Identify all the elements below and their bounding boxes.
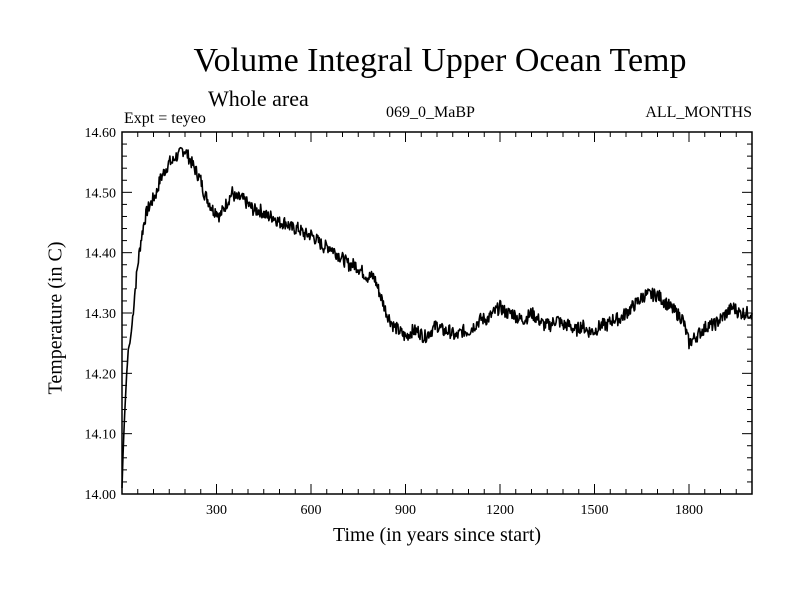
y-tick-label: 14.30 [85,307,117,322]
y-tick-label: 14.00 [85,488,117,503]
plot-frame [121,131,753,495]
y-axis-label: Temperature (in C) [44,241,67,395]
x-tick-label: 1200 [486,503,514,518]
series-line [121,146,753,489]
chart-subtitle: Whole area [208,86,309,111]
chart-title: Volume Integral Upper Ocean Temp [193,42,687,79]
y-tick-label: 14.60 [85,126,117,141]
tick-marks [122,132,752,494]
x-tick-label: 1500 [581,503,609,518]
y-tick-label: 14.50 [85,186,117,201]
y-tick-label: 14.10 [85,428,117,443]
y-tick-label: 14.20 [85,367,117,382]
tick-labels: 300 600 900 1200 1500 1800 14.00 14.10 14.20 14.3… [85,126,704,518]
experiment-label: Expt = teyeo [124,110,206,127]
x-axis-label: Time (in years since start) [332,524,542,546]
x-tick-label: 900 [395,503,416,518]
x-tick-label: 1800 [675,503,703,518]
run-label: 069_0_MaBP [386,104,475,121]
x-tick-label: 300 [206,503,227,518]
months-label: ALL_MONTHS [645,104,752,121]
x-tick-label: 600 [301,503,322,518]
y-tick-label: 14.40 [85,247,117,262]
